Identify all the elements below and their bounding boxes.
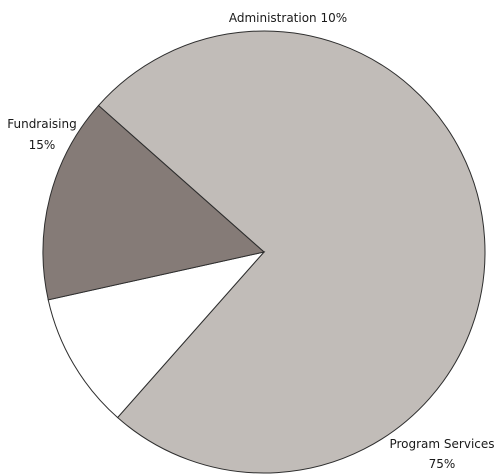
slice-label-fundraising-value: 15% [29,138,56,152]
slice-label-fundraising: Fundraising [7,117,77,131]
slice-label-program-services-value: 75% [429,457,456,471]
pie-slice-fundraising [42,104,266,301]
slice-label-administration: Administration 10% [229,11,347,25]
pie-slice-program-services [97,30,486,474]
slice-label-program-services: Program Services [389,437,494,451]
pie-slice-administration [47,251,266,419]
